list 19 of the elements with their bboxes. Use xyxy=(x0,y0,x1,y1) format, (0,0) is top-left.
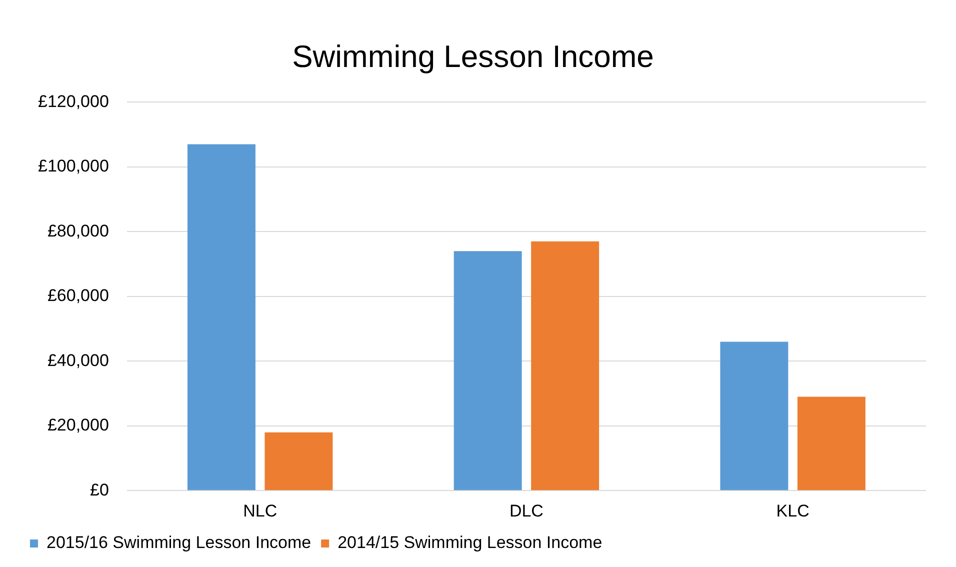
legend-label: 2014/15 Swimming Lesson Income xyxy=(338,533,602,552)
x-tick-label: DLC xyxy=(509,501,544,520)
y-tick-label: £0 xyxy=(90,480,109,500)
bar xyxy=(797,396,866,490)
bar xyxy=(531,241,600,490)
y-tick-label: £20,000 xyxy=(47,416,109,435)
y-tick-label: £100,000 xyxy=(38,156,109,176)
y-tick-label: £60,000 xyxy=(47,286,109,306)
bar xyxy=(187,144,256,490)
bar xyxy=(454,251,522,490)
legend-label: 2015/16 Swimming Lesson Income xyxy=(46,533,312,552)
x-tick-label: NLC xyxy=(243,501,278,520)
chart-title: Swimming Lesson Income xyxy=(292,39,654,74)
y-tick-label: £120,000 xyxy=(38,92,109,111)
y-tick-label: £40,000 xyxy=(47,350,109,370)
bar xyxy=(720,342,788,490)
y-tick-label: £80,000 xyxy=(47,221,109,240)
x-tick-label: KLC xyxy=(776,501,810,520)
bar xyxy=(264,432,333,490)
